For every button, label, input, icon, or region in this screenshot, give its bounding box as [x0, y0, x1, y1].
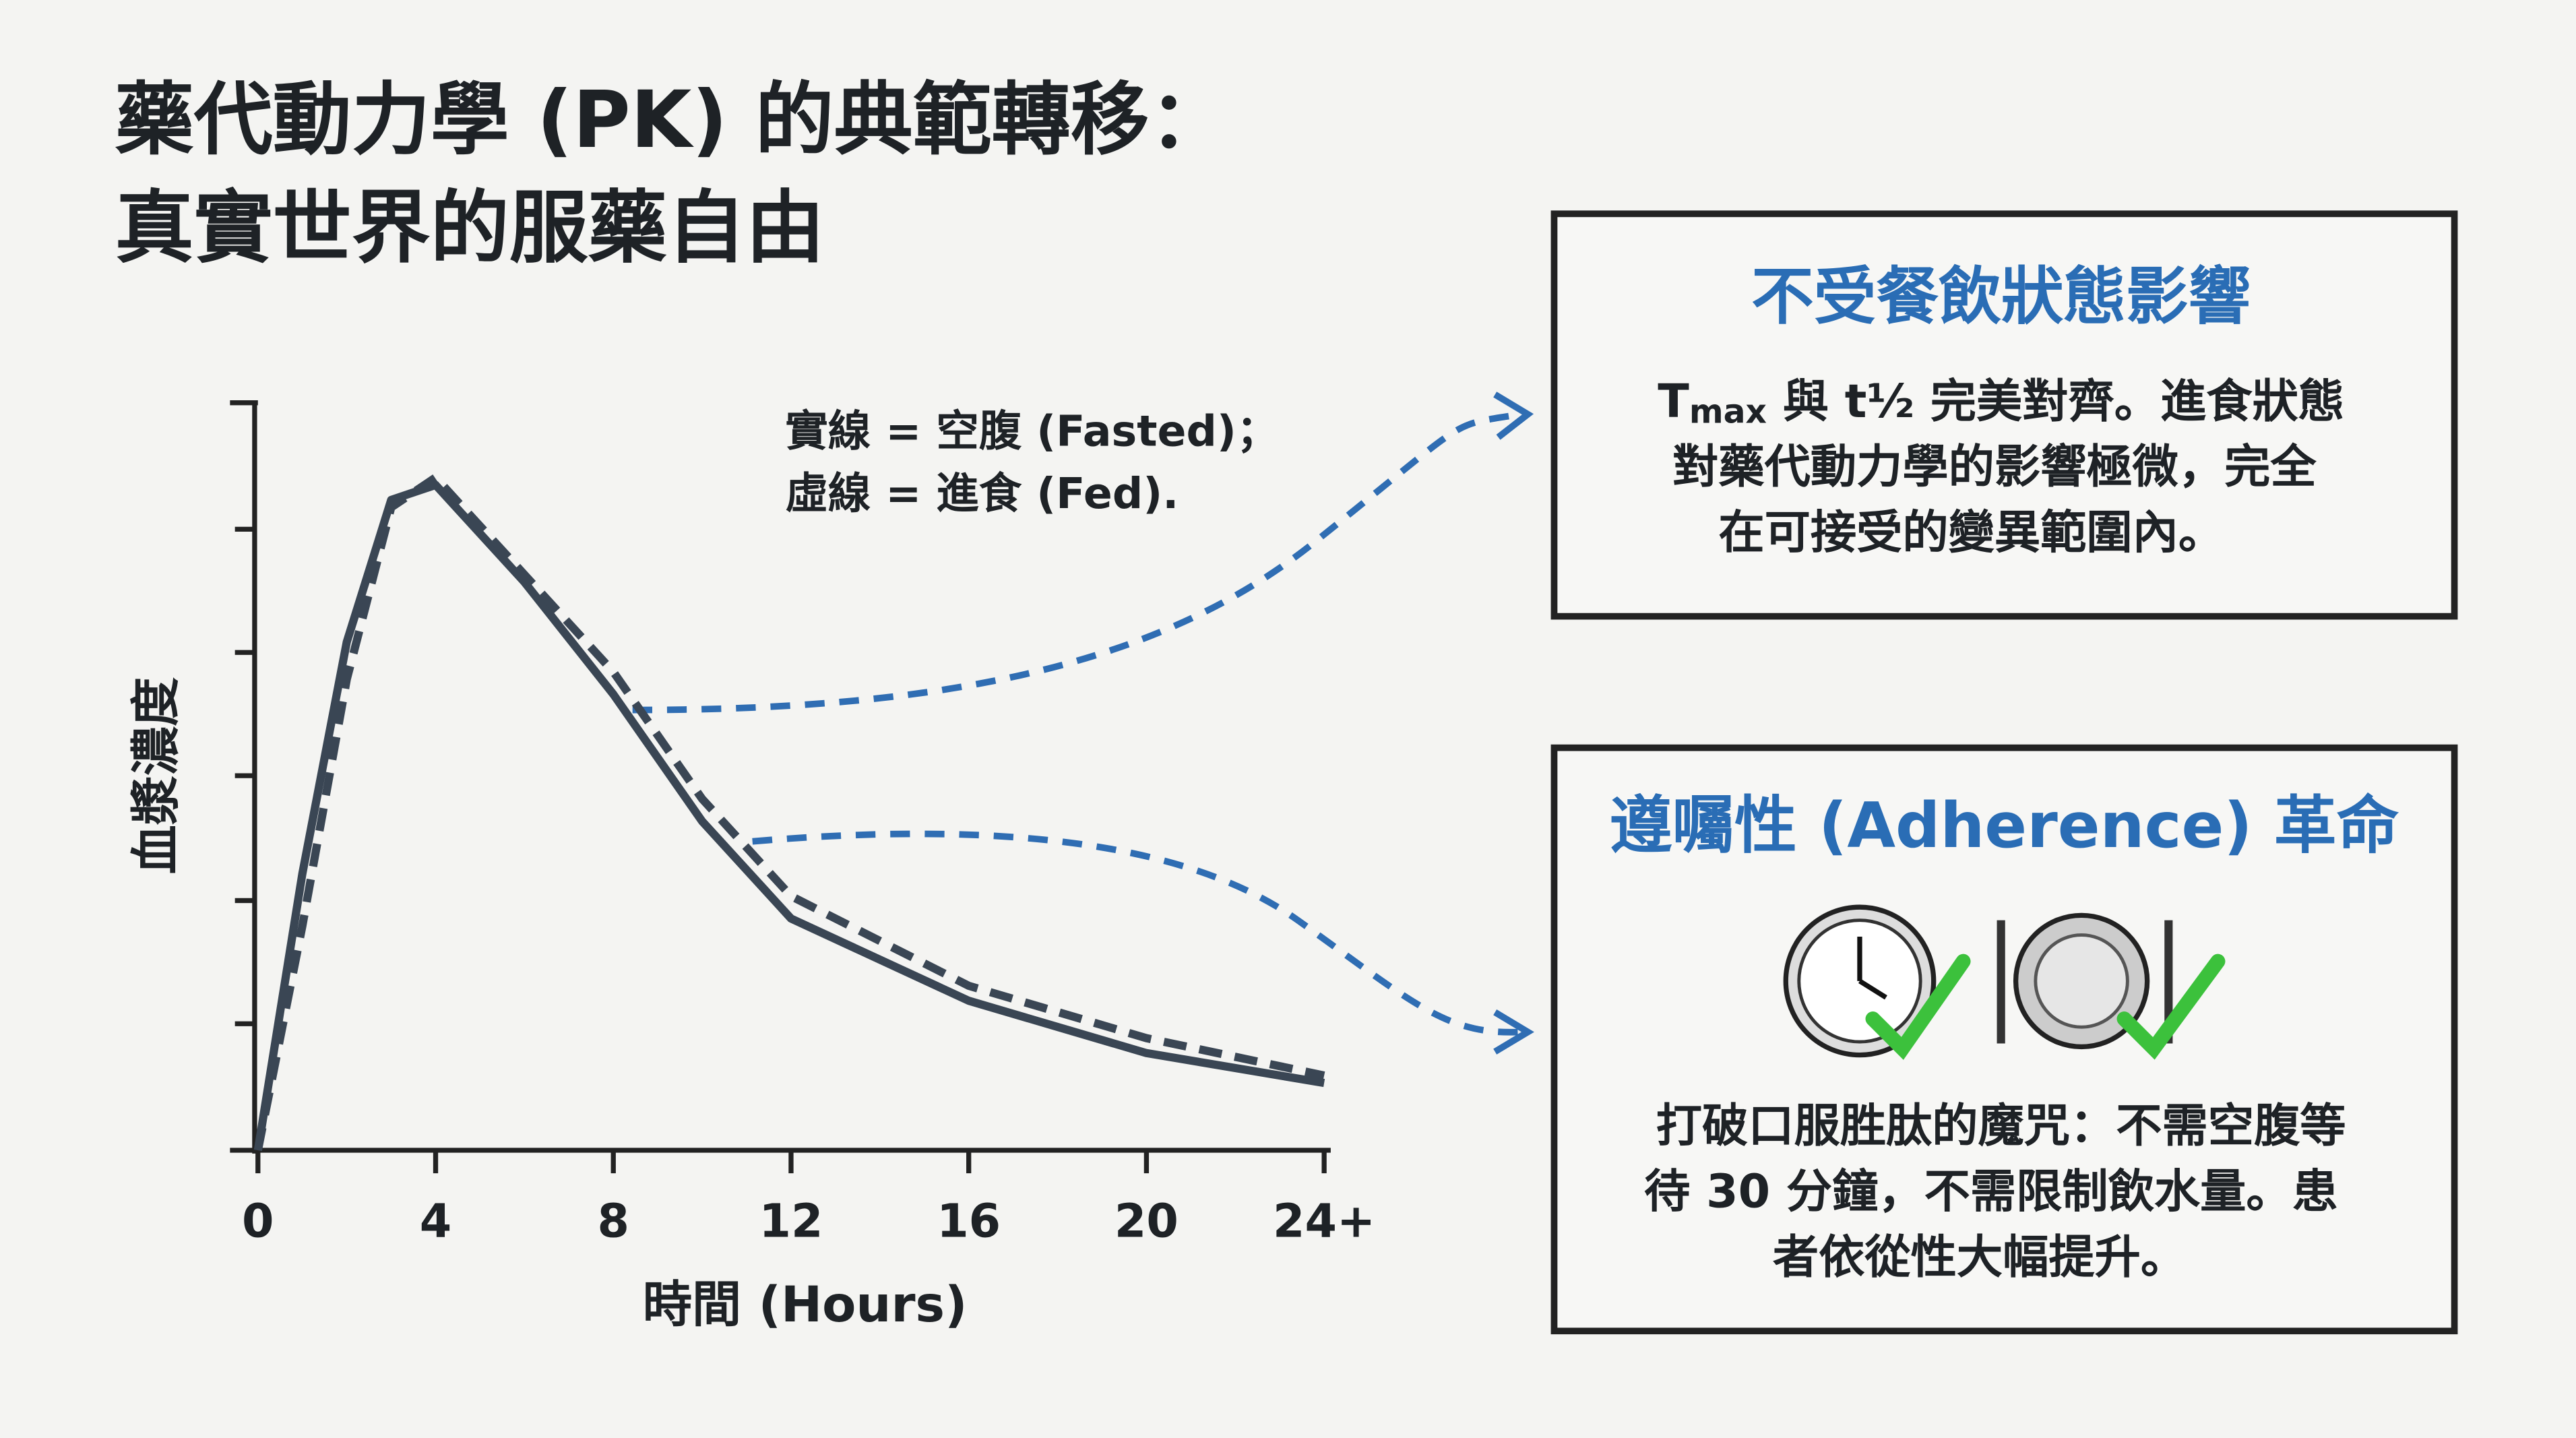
symbol-main: T — [1658, 375, 1689, 429]
title-line: 真實世界的服藥自由 — [115, 182, 825, 274]
x-axis-label: 時間 (Hours) — [643, 1276, 968, 1334]
x-tick-label: 16 — [937, 1195, 1001, 1248]
legend-note: 實線 = 空腹 (Fasted)； — [785, 406, 1279, 456]
y-axis-minor-ticks — [234, 526, 255, 1026]
y-axis-label: 血漿濃度 — [128, 677, 185, 875]
symbol-sub: max — [1689, 394, 1767, 431]
x-tick-label: 20 — [1114, 1195, 1179, 1248]
info-box — [1550, 210, 2458, 620]
clock-icon — [1783, 904, 1937, 1058]
box-text: 待 30 分鐘，不需限制飲水量。患 — [1644, 1165, 2338, 1218]
box-text: 者依從性大幅提升。 — [1773, 1231, 2187, 1284]
x-tick-label: 24+ — [1273, 1195, 1375, 1248]
series-line — [253, 480, 1325, 1151]
box-title: 遵囑性 (Adherence) 革命 — [1610, 789, 2399, 862]
box-text: Tmax 與 t½ 完美對齊。進食狀態 — [1658, 375, 2344, 431]
legend-note: 虛線 = 進食 (Fed). — [785, 468, 1179, 518]
x-tick-label: 12 — [759, 1195, 823, 1248]
x-tick-label: 0 — [242, 1195, 274, 1248]
title-line: 藥代動力學 (PK) 的典範轉移： — [115, 73, 1228, 166]
check-icons — [1865, 954, 2226, 1060]
box-text: 打破口服胜肽的魔咒：不需空腹等 — [1656, 1100, 2346, 1153]
box-text: 在可接受的變異範圍內。 — [1718, 507, 2224, 560]
series-line — [253, 473, 1325, 1152]
connector-arrows — [632, 410, 1521, 1036]
x-tick-label: 8 — [597, 1195, 629, 1248]
plate-icon — [1997, 912, 2173, 1050]
x-tick-label: 4 — [420, 1195, 452, 1248]
box-title: 不受餐飲狀態影響 — [1751, 260, 2251, 333]
arrow-heads — [1493, 392, 1534, 1055]
box-text-part: 與 t½ 完美對齊。進食狀態 — [1767, 375, 2344, 429]
box-text: 對藥代動力學的影響極微，完全 — [1672, 441, 2317, 494]
